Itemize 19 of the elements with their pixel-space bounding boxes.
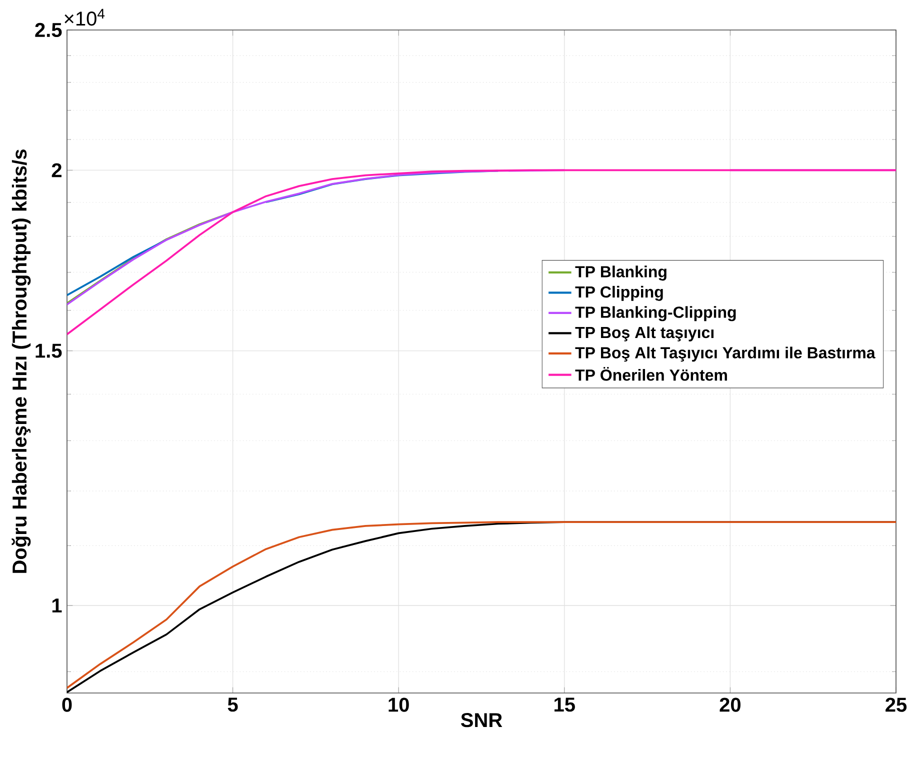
legend-label: TP Clipping <box>575 286 663 301</box>
x-tick-label: 20 <box>720 698 740 712</box>
x-axis-title: SNR <box>460 713 502 728</box>
y-tick-label: 2.5 <box>35 22 62 38</box>
y-tick-label: 2 <box>52 163 62 178</box>
text: ×10$^{4}$ <box>64 8 105 26</box>
x-tick-label: 15 <box>554 698 575 712</box>
legend-label: TP Blanking <box>575 266 666 281</box>
x-tick-label: 25 <box>886 698 907 712</box>
y-tick-label: 1 <box>52 598 62 612</box>
x-tick-label: 5 <box>228 698 238 712</box>
x-tick-label: 0 <box>62 698 72 712</box>
legend-label: TP Boş Alt Taşıyıcı Yardımı ile Bastırma <box>575 346 876 362</box>
legend-label: TP Boş Alt taşıyıcı <box>575 326 714 342</box>
legend-label: TP Blanking-Clipping <box>575 306 736 322</box>
y-tick-label: 1.5 <box>36 344 62 358</box>
x-tick-label: 10 <box>388 698 409 712</box>
legend-label: TP Önerilen Yöntem <box>575 366 727 381</box>
y-axis-title: Doğru Haberleşme Hızı (Throughtput) kbits/s <box>12 150 31 573</box>
